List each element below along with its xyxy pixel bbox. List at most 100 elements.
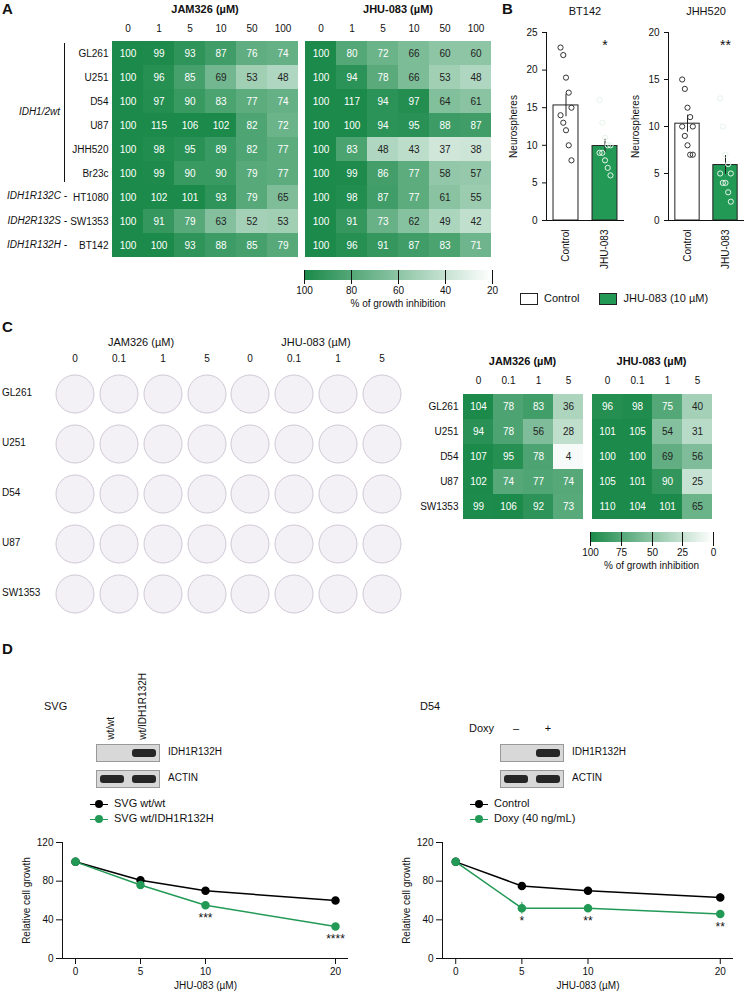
- svg-text:71: 71: [470, 240, 482, 251]
- svg-text:100: 100: [313, 120, 330, 131]
- svg-text:10: 10: [582, 966, 594, 977]
- svg-text:74: 74: [277, 48, 289, 59]
- svg-text:55: 55: [470, 192, 482, 203]
- svg-text:61: 61: [470, 96, 482, 107]
- svg-text:20: 20: [526, 64, 538, 75]
- svg-text:66: 66: [408, 72, 420, 83]
- svg-text:Neurospheres: Neurospheres: [630, 95, 641, 158]
- svg-text:56: 56: [533, 426, 545, 437]
- svg-text:117: 117: [344, 96, 360, 107]
- svg-text:93: 93: [184, 48, 196, 59]
- svg-text:10: 10: [215, 23, 227, 34]
- svg-text:49: 49: [439, 216, 451, 227]
- svg-text:0: 0: [125, 23, 131, 34]
- svg-text:D54: D54: [440, 451, 459, 462]
- svg-text:48: 48: [470, 72, 482, 83]
- svg-text:5: 5: [695, 375, 701, 386]
- svg-text:107: 107: [470, 451, 487, 462]
- svg-text:GL261: GL261: [78, 48, 108, 59]
- svg-text:**: **: [583, 914, 593, 928]
- svg-text:HT1080: HT1080: [73, 192, 109, 203]
- svg-text:85: 85: [184, 72, 196, 83]
- svg-text:U87: U87: [440, 476, 459, 487]
- svg-text:100: 100: [120, 240, 137, 251]
- svg-text:80: 80: [346, 48, 358, 59]
- svg-text:Br23c: Br23c: [82, 168, 108, 179]
- svg-text:*: *: [602, 37, 608, 53]
- svg-text:90: 90: [662, 476, 674, 487]
- svg-text:101: 101: [629, 476, 646, 487]
- svg-text:101: 101: [182, 192, 199, 203]
- svg-text:72: 72: [377, 48, 389, 59]
- svg-text:98: 98: [346, 192, 358, 203]
- svg-text:96: 96: [153, 72, 165, 83]
- svg-text:53: 53: [277, 216, 289, 227]
- svg-text:42: 42: [470, 216, 482, 227]
- svg-text:20: 20: [487, 285, 499, 296]
- svg-text:0: 0: [453, 966, 459, 977]
- svg-text:101: 101: [599, 426, 616, 437]
- svg-text:100: 100: [296, 285, 313, 296]
- svg-text:*: *: [520, 914, 525, 928]
- svg-text:60: 60: [470, 48, 482, 59]
- svg-text:40: 40: [42, 914, 54, 925]
- svg-text:5: 5: [187, 23, 193, 34]
- svg-text:100: 100: [120, 72, 137, 83]
- svg-text:61: 61: [439, 192, 451, 203]
- svg-text:4: 4: [566, 451, 572, 462]
- svg-text:0.1: 0.1: [502, 375, 516, 386]
- svg-text:91: 91: [377, 240, 389, 251]
- svg-text:96: 96: [602, 401, 614, 412]
- svg-text:JHU-083: JHU-083: [720, 229, 731, 269]
- svg-text:97: 97: [408, 96, 420, 107]
- svg-text:100: 100: [629, 451, 646, 462]
- svg-text:99: 99: [153, 168, 165, 179]
- svg-text:93: 93: [215, 192, 227, 203]
- svg-text:66: 66: [408, 48, 420, 59]
- svg-text:100: 100: [313, 96, 330, 107]
- svg-text:100: 100: [313, 240, 330, 251]
- svg-text:100: 100: [313, 144, 330, 155]
- svg-text:5: 5: [138, 966, 144, 977]
- svg-text:5: 5: [654, 168, 660, 179]
- svg-text:94: 94: [377, 96, 389, 107]
- svg-text:100: 100: [120, 168, 137, 179]
- svg-text:56: 56: [692, 451, 704, 462]
- svg-text:5: 5: [380, 23, 386, 34]
- svg-text:100: 100: [313, 192, 330, 203]
- svg-text:100: 100: [275, 23, 292, 34]
- svg-text:77: 77: [408, 192, 420, 203]
- svg-text:20: 20: [648, 27, 660, 38]
- svg-text:115: 115: [151, 120, 167, 131]
- svg-text:77: 77: [277, 144, 289, 155]
- svg-text:83: 83: [215, 96, 227, 107]
- svg-text:87: 87: [215, 48, 227, 59]
- svg-text:86: 86: [377, 168, 389, 179]
- svg-text:38: 38: [470, 144, 482, 155]
- svg-text:76: 76: [246, 48, 258, 59]
- svg-text:60: 60: [439, 48, 451, 59]
- svg-text:90: 90: [184, 96, 196, 107]
- svg-text:73: 73: [563, 501, 575, 512]
- svg-text:48: 48: [377, 144, 389, 155]
- svg-text:53: 53: [439, 72, 451, 83]
- svg-text:5: 5: [532, 177, 538, 188]
- svg-text:40: 40: [692, 401, 704, 412]
- svg-text:77: 77: [246, 96, 258, 107]
- svg-text:1: 1: [349, 23, 355, 34]
- svg-text:0: 0: [532, 215, 538, 226]
- svg-text:91: 91: [346, 216, 358, 227]
- svg-text:**: **: [720, 37, 731, 53]
- svg-text:79: 79: [277, 240, 289, 251]
- svg-text:0: 0: [73, 966, 79, 977]
- svg-text:SW1353: SW1353: [420, 501, 459, 512]
- svg-text:79: 79: [246, 192, 258, 203]
- svg-text:BT142: BT142: [79, 240, 109, 251]
- svg-text:100: 100: [120, 96, 137, 107]
- svg-text:96: 96: [346, 240, 358, 251]
- svg-text:0: 0: [711, 547, 717, 558]
- svg-text:0: 0: [318, 23, 324, 34]
- svg-text:40: 40: [422, 914, 434, 925]
- svg-text:77: 77: [408, 168, 420, 179]
- svg-text:105: 105: [629, 426, 646, 437]
